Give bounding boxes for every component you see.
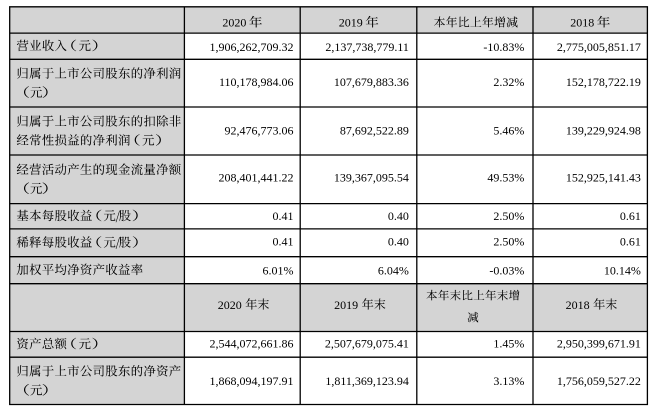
svg-text:2.32%: 2.32% bbox=[493, 75, 524, 89]
svg-text:0.41: 0.41 bbox=[273, 209, 294, 223]
svg-text:2,950,399,671.91: 2,950,399,671.91 bbox=[557, 336, 641, 350]
svg-text:2019: 2019 bbox=[339, 16, 363, 30]
svg-text:5.46%: 5.46% bbox=[493, 123, 524, 137]
svg-text:107,679,883.36: 107,679,883.36 bbox=[334, 75, 409, 89]
svg-text:110,178,984.06: 110,178,984.06 bbox=[219, 75, 294, 89]
svg-text:6.04%: 6.04% bbox=[378, 263, 409, 277]
svg-text:2.50%: 2.50% bbox=[493, 235, 524, 249]
svg-text:1,906,262,709.32: 1,906,262,709.32 bbox=[210, 40, 294, 54]
svg-text:139,229,924.98: 139,229,924.98 bbox=[566, 123, 641, 137]
svg-text:2.50%: 2.50% bbox=[493, 209, 524, 223]
svg-text:0.40: 0.40 bbox=[388, 209, 409, 223]
svg-text:152,178,722.19: 152,178,722.19 bbox=[566, 75, 641, 89]
svg-text:1,811,369,123.94: 1,811,369,123.94 bbox=[325, 374, 409, 388]
svg-text:-10.83%: -10.83% bbox=[483, 40, 524, 54]
svg-text:0.61: 0.61 bbox=[620, 209, 641, 223]
svg-text:6.01%: 6.01% bbox=[263, 263, 294, 277]
svg-text:87,692,522.89: 87,692,522.89 bbox=[340, 123, 409, 137]
svg-text:139,367,095.54: 139,367,095.54 bbox=[334, 171, 409, 185]
svg-text:2019: 2019 bbox=[334, 298, 358, 312]
svg-text:2,507,679,075.41: 2,507,679,075.41 bbox=[325, 336, 409, 350]
svg-text:0.61: 0.61 bbox=[620, 235, 641, 249]
svg-text:2,775,005,851.17: 2,775,005,851.17 bbox=[557, 40, 641, 54]
svg-text:152,925,141.43: 152,925,141.43 bbox=[566, 171, 641, 185]
svg-text:2020: 2020 bbox=[222, 16, 246, 30]
svg-text:0.41: 0.41 bbox=[273, 235, 294, 249]
svg-text:49.53%: 49.53% bbox=[487, 171, 524, 185]
svg-text:1,868,094,197.91: 1,868,094,197.91 bbox=[210, 374, 294, 388]
svg-text:2,137,738,779.11: 2,137,738,779.11 bbox=[325, 40, 409, 54]
svg-text:2,544,072,661.86: 2,544,072,661.86 bbox=[210, 336, 294, 350]
svg-text:208,401,441.22: 208,401,441.22 bbox=[219, 171, 294, 185]
svg-text:2018: 2018 bbox=[570, 16, 594, 30]
svg-text:-0.03%: -0.03% bbox=[489, 263, 524, 277]
svg-text:0.40: 0.40 bbox=[388, 235, 409, 249]
svg-text:1,756,059,527.22: 1,756,059,527.22 bbox=[557, 374, 641, 388]
svg-text:1.45%: 1.45% bbox=[493, 336, 524, 350]
svg-text:2018: 2018 bbox=[566, 298, 590, 312]
svg-text:3.13%: 3.13% bbox=[493, 374, 524, 388]
svg-text:10.14%: 10.14% bbox=[604, 263, 641, 277]
svg-text:92,476,773.06: 92,476,773.06 bbox=[225, 123, 294, 137]
svg-text:2020: 2020 bbox=[218, 298, 242, 312]
